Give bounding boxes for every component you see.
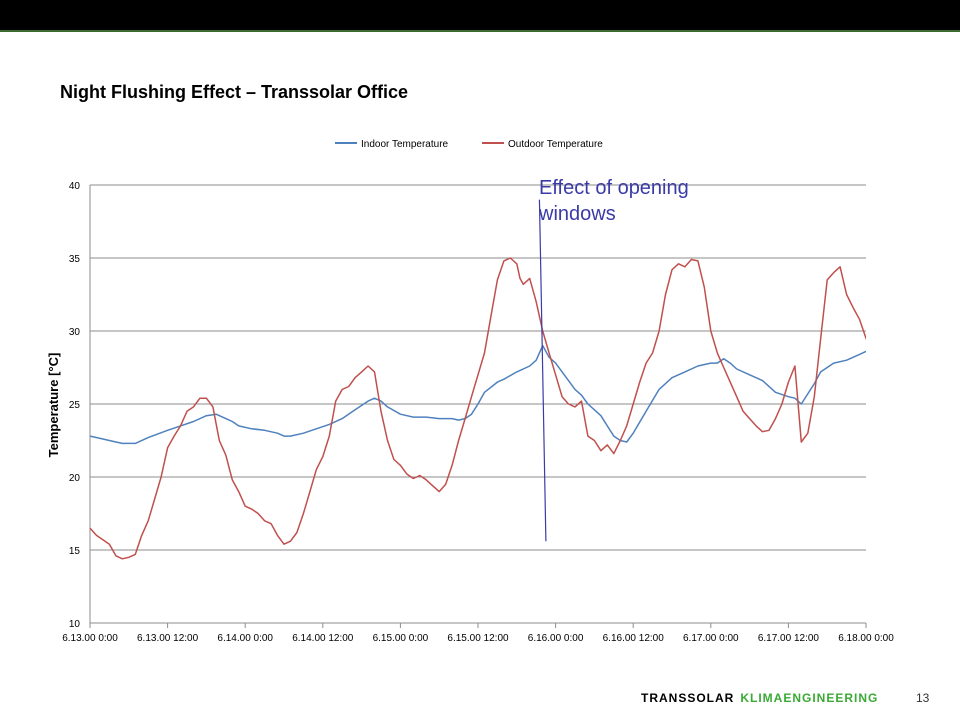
header-accent-line <box>0 30 960 32</box>
slide-title: Night Flushing Effect – Transsolar Offic… <box>60 82 409 102</box>
x-tick-label: 6.16.00 0:00 <box>528 633 584 644</box>
y-tick-label: 40 <box>69 181 81 192</box>
x-tick-label: 6.13.00 0:00 <box>62 633 118 644</box>
x-tick-label: 6.14.00 0:00 <box>217 633 273 644</box>
y-tick-label: 25 <box>69 400 81 411</box>
x-tick-label: 6.15.00 12:00 <box>447 633 509 644</box>
footer-brand: TRANSSOLAR <box>641 691 735 705</box>
x-tick-label: 6.13.00 12:00 <box>137 633 199 644</box>
footer-brand-block: TRANSSOLAR KLIMAENGINEERING <box>641 691 878 705</box>
footer-sub-brand: KLIMAENGINEERING <box>740 691 879 705</box>
x-tick-label: 6.16.00 12:00 <box>603 633 665 644</box>
legend-label: Outdoor Temperature <box>508 139 603 150</box>
x-tick-label: 6.17.00 0:00 <box>683 633 739 644</box>
annotation-line-1: Effect of opening <box>539 177 689 199</box>
series-lines <box>90 257 866 560</box>
page-number: 13 <box>916 691 930 705</box>
series-line-outdoor-temperature <box>90 257 866 560</box>
annotation-text: Effect of opening windows <box>539 175 739 227</box>
header-bar <box>0 0 960 30</box>
y-tick-label: 20 <box>69 473 81 484</box>
annotation <box>538 199 547 542</box>
x-tick-label: 6.14.00 12:00 <box>292 633 354 644</box>
legend-label: Indoor Temperature <box>361 139 449 150</box>
legend: Indoor Temperature Outdoor Temperature <box>335 139 603 150</box>
series-line-indoor-temperature <box>90 344 866 445</box>
x-tick-label: 6.17.00 12:00 <box>758 633 820 644</box>
x-tick-label: 6.15.00 0:00 <box>373 633 429 644</box>
y-tick-label: 30 <box>69 327 81 338</box>
y-tick-label: 10 <box>69 619 81 630</box>
annotation-line-2: windows <box>539 203 616 225</box>
axes: 10 15 20 25 30 35 40 6.13.00 0:00 6.13.00 12:00 6… <box>62 181 894 644</box>
x-tick-label: 6.18.00 0:00 <box>838 633 894 644</box>
y-axis-label: Temperature [°C] <box>46 353 61 458</box>
y-tick-label: 35 <box>69 254 81 265</box>
y-tick-label: 15 <box>69 546 81 557</box>
annotation-line <box>538 199 547 542</box>
